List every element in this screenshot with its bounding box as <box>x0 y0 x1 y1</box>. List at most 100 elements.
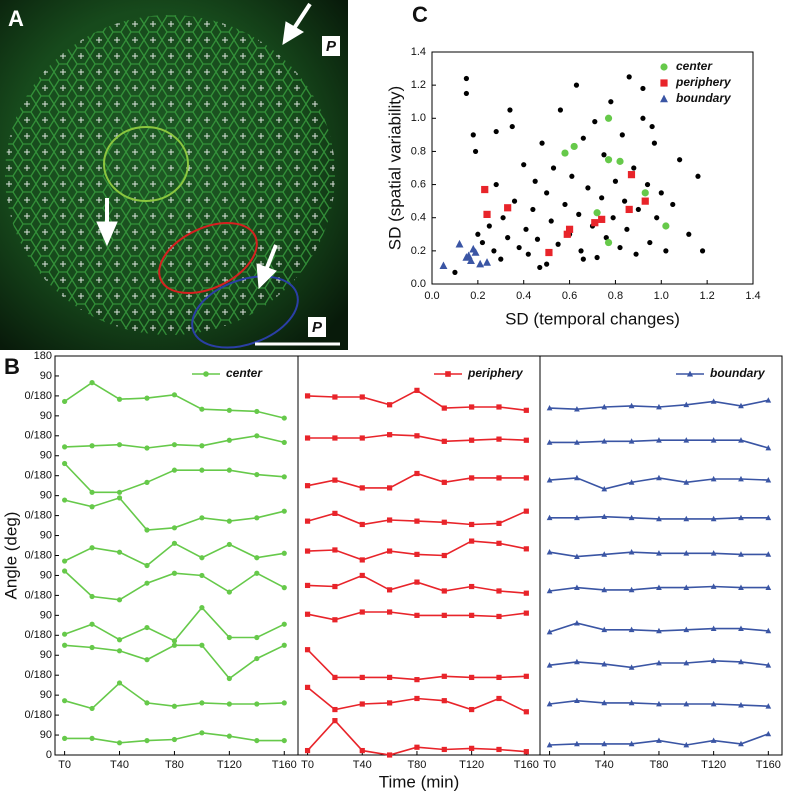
marker <box>387 548 393 554</box>
marker <box>226 675 232 682</box>
marker <box>562 201 568 208</box>
marker <box>486 223 492 229</box>
marker <box>171 736 178 743</box>
marker <box>546 628 553 635</box>
marker <box>62 460 68 467</box>
marker <box>304 518 311 524</box>
series-line <box>307 649 527 681</box>
marker <box>570 142 578 151</box>
marker <box>546 404 553 411</box>
marker <box>359 435 365 441</box>
marker <box>332 617 338 623</box>
marker <box>710 700 717 707</box>
marker <box>281 508 287 514</box>
x-tick-label: T0 <box>301 759 314 771</box>
legend-marker <box>686 370 694 377</box>
x-axis-label: SD (temporal changes) <box>505 309 680 328</box>
y-tick-label: 90 <box>40 729 52 741</box>
x-tick-label: T80 <box>165 759 184 771</box>
marker <box>304 647 311 653</box>
marker <box>546 662 553 668</box>
marker <box>738 658 744 665</box>
marker <box>144 562 150 569</box>
marker <box>530 206 536 213</box>
marker <box>281 474 287 480</box>
marker <box>469 583 475 590</box>
marker <box>441 519 447 525</box>
marker <box>738 551 744 557</box>
marker <box>656 737 662 743</box>
region-marker: P <box>326 38 337 55</box>
marker <box>656 437 662 443</box>
marker <box>226 467 232 473</box>
marker <box>550 165 557 171</box>
marker <box>561 149 569 157</box>
marker <box>601 699 608 706</box>
panel-a: A P P <box>0 0 348 350</box>
marker <box>601 586 608 593</box>
marker <box>656 659 662 666</box>
marker <box>765 703 772 709</box>
y-tick-label: 0/180 <box>24 669 52 681</box>
marker <box>651 140 658 146</box>
marker <box>576 211 582 217</box>
marker <box>604 238 613 247</box>
marker <box>332 706 338 713</box>
marker <box>62 642 68 648</box>
marker <box>523 226 529 232</box>
marker <box>545 248 553 257</box>
marker <box>738 402 744 409</box>
legend-marker <box>445 371 451 377</box>
marker <box>710 657 717 664</box>
y-tick-label: 0/180 <box>24 549 52 561</box>
marker <box>441 612 447 618</box>
marker <box>254 471 260 478</box>
marker <box>628 626 635 633</box>
y-tick-label: 180 <box>34 350 52 362</box>
marker <box>580 256 586 262</box>
marker <box>387 517 393 523</box>
marker <box>254 701 260 707</box>
legend-label: periphery <box>467 366 524 380</box>
marker <box>89 443 95 449</box>
marker <box>498 256 504 262</box>
marker <box>537 264 543 271</box>
marker <box>469 437 475 443</box>
x-axis-label: Time (min) <box>379 772 460 791</box>
marker <box>628 586 635 593</box>
marker <box>656 584 662 590</box>
marker <box>116 549 123 555</box>
marker <box>523 437 529 443</box>
marker <box>171 540 178 546</box>
marker <box>254 555 260 561</box>
marker <box>738 437 744 443</box>
legend-marker <box>660 79 668 87</box>
marker <box>765 584 772 590</box>
x-tick-label: T0 <box>543 759 556 771</box>
marker <box>254 433 260 439</box>
marker <box>496 588 502 594</box>
marker <box>523 590 529 596</box>
plot-frame <box>431 51 754 285</box>
marker <box>601 551 608 557</box>
marker <box>574 697 580 704</box>
marker <box>332 435 338 441</box>
marker <box>414 551 420 557</box>
marker <box>470 132 476 138</box>
marker <box>144 737 150 744</box>
marker <box>116 489 123 495</box>
marker <box>89 705 95 712</box>
marker <box>441 479 447 485</box>
marker <box>738 475 744 482</box>
marker <box>387 674 393 681</box>
marker <box>452 269 458 275</box>
marker <box>387 485 393 491</box>
y-tick-label: 0/180 <box>24 629 52 641</box>
marker <box>738 625 744 631</box>
marker <box>62 631 68 637</box>
marker <box>612 178 619 184</box>
marker <box>144 445 150 451</box>
marker <box>414 695 420 702</box>
y-tick-label: 1.0 <box>411 112 426 124</box>
marker <box>62 497 68 503</box>
